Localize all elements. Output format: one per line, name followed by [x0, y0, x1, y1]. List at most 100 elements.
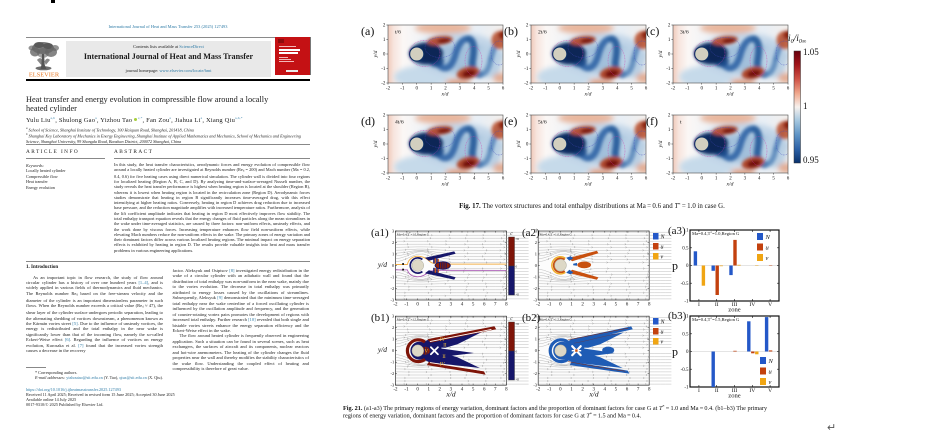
svg-text:y/d: y/d: [516, 140, 522, 148]
svg-text:IV: IV: [749, 388, 755, 394]
svg-text:(b1): (b1): [371, 312, 390, 324]
svg-text:v: v: [661, 340, 664, 346]
svg-text:3: 3: [535, 229, 538, 234]
svg-text:-2: -2: [666, 82, 671, 87]
svg-text:-2: -2: [381, 82, 386, 87]
svg-text:2: 2: [668, 114, 671, 119]
svg-text:6: 6: [645, 177, 648, 182]
svg-text:0: 0: [526, 53, 529, 58]
svg-text:y/d: y/d: [377, 345, 387, 354]
svg-text:2: 2: [392, 240, 394, 245]
svg-text:III: III: [732, 388, 738, 394]
svg-text:2: 2: [392, 325, 394, 330]
svg-text:-2: -2: [529, 177, 534, 182]
svg-text:0: 0: [668, 143, 671, 148]
svg-text:<0: <0: [516, 378, 520, 382]
svg-text:(e): (e): [504, 114, 517, 128]
svg-text:1: 1: [715, 87, 718, 92]
svg-text:1: 1: [526, 128, 529, 133]
svg-text:8: 8: [648, 302, 651, 307]
svg-text:3: 3: [450, 388, 453, 393]
svg-text:2: 2: [444, 177, 447, 182]
svg-text:-2: -2: [524, 172, 529, 177]
svg-text:V: V: [768, 388, 772, 394]
svg-text:1.05: 1.05: [803, 47, 819, 57]
svg-text:5: 5: [772, 177, 775, 182]
svg-text:3: 3: [450, 302, 453, 307]
svg-text:-1: -1: [543, 177, 548, 182]
svg-text:1: 1: [668, 128, 671, 133]
svg-text:-1: -1: [381, 67, 386, 72]
svg-text:0: 0: [526, 143, 529, 148]
svg-text:1: 1: [686, 315, 689, 320]
svg-text:0: 0: [416, 302, 419, 307]
svg-text:>0: >0: [516, 237, 520, 241]
svg-text:2: 2: [581, 388, 584, 393]
svg-text:-3: -3: [533, 383, 537, 388]
svg-text:Fig. 21. (a1-a3) The primary: Fig. 21. (a1-a3) The primary regions of …: [343, 404, 768, 412]
svg-text:2: 2: [668, 24, 671, 29]
svg-text:y/d: y/d: [373, 50, 379, 58]
svg-text:v: v: [769, 379, 772, 386]
svg-text:-2: -2: [381, 172, 386, 177]
svg-text:4t/6: 4t/6: [395, 120, 404, 126]
svg-text:IV: IV: [440, 338, 446, 343]
svg-text:2: 2: [439, 302, 442, 307]
svg-text:-3: -3: [533, 298, 537, 303]
svg-text:0: 0: [668, 53, 671, 58]
svg-text:5: 5: [615, 388, 618, 393]
svg-text:5: 5: [487, 177, 490, 182]
svg-text:-1: -1: [684, 300, 689, 305]
svg-text:-2: -2: [671, 177, 676, 182]
svg-text:7: 7: [494, 388, 497, 393]
svg-text:7: 7: [637, 388, 640, 393]
svg-text:y/d: y/d: [373, 140, 379, 148]
svg-text:2: 2: [729, 177, 732, 182]
svg-text:3: 3: [592, 388, 595, 393]
svg-text:-1: -1: [547, 388, 552, 393]
svg-text:1: 1: [430, 177, 433, 182]
svg-text:-1: -1: [543, 87, 548, 92]
svg-text:V: V: [768, 302, 772, 308]
svg-text:zone: zone: [728, 306, 741, 313]
svg-text:(d): (d): [361, 114, 375, 128]
svg-text:N: N: [765, 234, 771, 241]
svg-text:7: 7: [637, 302, 640, 307]
svg-text:(a2): (a2): [522, 227, 540, 239]
svg-text:3: 3: [744, 87, 747, 92]
svg-text:c: c: [510, 316, 513, 322]
svg-text:(a1): (a1): [371, 227, 389, 239]
svg-text:6: 6: [483, 302, 486, 307]
svg-text:-1: -1: [685, 177, 690, 182]
svg-text:2: 2: [581, 302, 584, 307]
svg-text:1: 1: [383, 38, 386, 43]
svg-text:1: 1: [430, 87, 433, 92]
svg-text:2: 2: [535, 325, 537, 330]
svg-text:ELSEVIER: ELSEVIER: [29, 72, 60, 79]
svg-text:II: II: [715, 388, 719, 394]
svg-text:u: u: [766, 245, 770, 252]
svg-text:-1: -1: [547, 302, 552, 307]
svg-text:Ma=0.4,T*=1.0,Region G: Ma=0.4,T*=1.0,Region G: [540, 232, 573, 237]
svg-text:1: 1: [573, 87, 576, 92]
svg-text:-2: -2: [386, 87, 391, 92]
svg-text:-1: -1: [391, 360, 395, 365]
svg-text:3: 3: [602, 177, 605, 182]
svg-text:x/d: x/d: [441, 182, 449, 188]
svg-text:-2: -2: [524, 82, 529, 87]
svg-text:0: 0: [516, 350, 518, 354]
svg-text:0: 0: [383, 53, 386, 58]
svg-text:1: 1: [535, 337, 537, 342]
svg-text:1: 1: [427, 302, 430, 307]
svg-text:3: 3: [592, 302, 595, 307]
svg-text:-3: -3: [391, 298, 395, 303]
svg-text:v: v: [661, 255, 664, 261]
svg-text:t/6: t/6: [395, 30, 401, 36]
svg-text:1: 1: [668, 38, 671, 43]
svg-text:0.95: 0.95: [803, 155, 819, 165]
svg-text:5: 5: [630, 87, 633, 92]
svg-text:4: 4: [473, 87, 476, 92]
svg-text:regions of energy variation, d: regions of energy variation, dominant fa…: [343, 412, 642, 420]
svg-text:1: 1: [392, 337, 394, 342]
svg-text:Ma=0.4,T*=1.5,Region G: Ma=0.4,T*=1.5,Region G: [540, 317, 573, 322]
